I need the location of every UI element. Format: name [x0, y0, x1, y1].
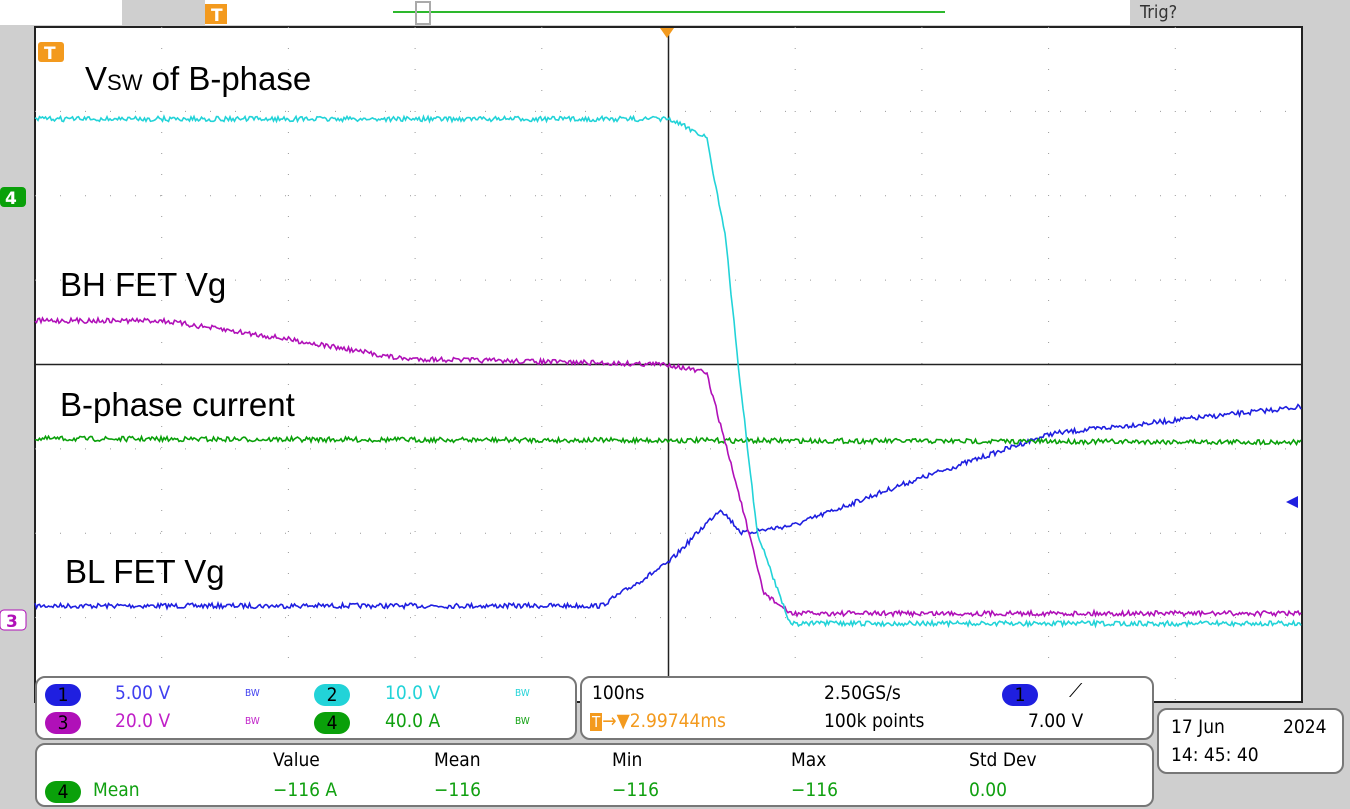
meas-name: Mean	[93, 779, 140, 801]
ch1-scale: 5.00 V	[115, 682, 171, 704]
trace-ch4	[34, 434, 1302, 447]
trigger-position: T →▼2.99744ms	[590, 710, 726, 732]
measurement-panel[interactable]: Value Mean Min Max Std Dev 4 Mean −116 A…	[35, 743, 1154, 807]
date: 17 Jun	[1171, 716, 1225, 738]
year: 2024	[1283, 716, 1327, 738]
ch4-bw: BW	[515, 716, 530, 727]
trigger-level: 7.00 V	[1028, 710, 1084, 732]
ch4-marker-label: 4	[5, 189, 17, 209]
overview-view-box	[415, 1, 431, 25]
label-bh-fet: BH FET Vg	[60, 266, 227, 303]
meas-stddev: 0.00	[969, 779, 1008, 801]
trigger-source-badge[interactable]: 1	[1002, 684, 1038, 706]
ch2-bw: BW	[515, 688, 530, 699]
meas-value: −116 A	[273, 779, 338, 801]
ch1-badge[interactable]: 1	[45, 684, 81, 706]
ch4-scale: 40.0 A	[385, 710, 441, 732]
rising-edge-icon: ⟋	[1069, 680, 1083, 702]
time-scale: 100ns	[592, 682, 645, 704]
header-value: Value	[273, 749, 320, 771]
trace-ch3	[34, 315, 1302, 619]
meas-max: −116	[791, 779, 838, 801]
sample-rate: 2.50GS/s	[824, 682, 901, 704]
ch3-scale: 20.0 V	[115, 710, 171, 732]
t-icon-label: T	[44, 44, 56, 64]
label-vsw: VSW of B-phase	[85, 60, 312, 97]
label-current: B-phase current	[60, 386, 295, 423]
top-gray-strip	[0, 0, 122, 25]
trigger-t-icon: T	[590, 713, 603, 731]
meas-min: −116	[612, 779, 659, 801]
ch3-bw: BW	[245, 716, 260, 727]
overview-trigger-marker	[205, 4, 227, 24]
overview-t-label: T	[211, 6, 223, 26]
ch4-badge[interactable]: 4	[314, 712, 350, 734]
label-bl-fet: BL FET Vg	[65, 553, 225, 590]
trace-ch1	[34, 403, 1302, 611]
ch2-scale: 10.0 V	[385, 682, 441, 704]
trigger-position-marker	[660, 28, 674, 38]
ch1-bw: BW	[245, 688, 260, 699]
channel-panel[interactable]: 1 5.00 V BW 2 10.0 V BW 3 20.0 V BW 4 40…	[35, 676, 577, 740]
trigger-t-icon	[38, 42, 64, 62]
ch2-badge[interactable]: 2	[314, 684, 350, 706]
time: 14: 45: 40	[1171, 744, 1259, 766]
record-length: 100k points	[824, 710, 925, 732]
datetime-panel: 17 Jun 2024 14: 45: 40	[1157, 708, 1344, 774]
ch1-trigger-level-arrow	[1286, 496, 1298, 508]
trace-ch2	[34, 114, 1302, 629]
arrow-icon: →▼	[602, 710, 630, 732]
header-min: Min	[612, 749, 643, 771]
ch3-marker-label: 3	[6, 612, 18, 632]
header-max: Max	[791, 749, 827, 771]
ch3-ground-marker	[0, 609, 27, 631]
ch4-ground-marker	[0, 187, 26, 207]
trigger-status: Trig?	[1140, 2, 1178, 23]
timebase-panel[interactable]: 100ns T →▼2.99744ms 2.50GS/s 100k points …	[580, 676, 1154, 740]
meas-ch4-badge: 4	[45, 781, 81, 803]
header-stddev: Std Dev	[969, 749, 1037, 771]
meas-mean: −116	[434, 779, 481, 801]
header-mean: Mean	[434, 749, 481, 771]
ch3-badge[interactable]: 3	[45, 712, 81, 734]
